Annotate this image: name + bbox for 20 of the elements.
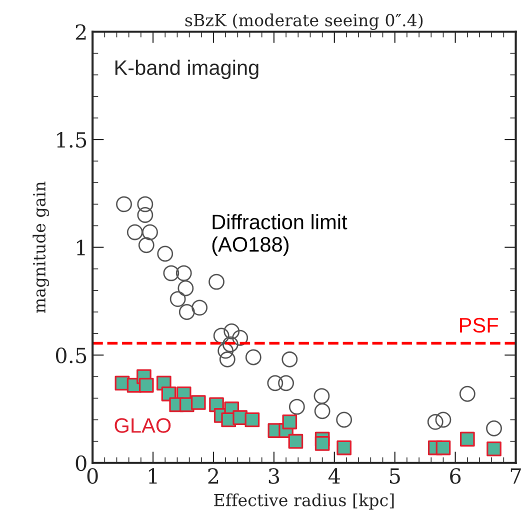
annotation: K-band imaging bbox=[115, 60, 258, 80]
y-tick-label: 1.5 bbox=[57, 132, 86, 148]
x-tick-label: 7 bbox=[510, 468, 521, 484]
chart-title: sBzK (moderate seeing 0″.4) bbox=[185, 14, 423, 30]
y-axis-title: magnitude gain bbox=[32, 182, 50, 313]
series-label: Diffraction limit (AO188) bbox=[212, 214, 348, 256]
y-tick-label: 2 bbox=[76, 24, 86, 40]
ref-line-label: PSF bbox=[460, 318, 498, 333]
y-tick-label: 1 bbox=[77, 240, 85, 256]
x-tick-label: 5 bbox=[390, 468, 400, 484]
x-tick-label: 2 bbox=[208, 468, 218, 484]
x-tick-label: 0 bbox=[87, 468, 98, 484]
series-label: GLAO bbox=[114, 418, 171, 433]
x-axis-title: Effective radius [kpc] bbox=[214, 493, 394, 510]
x-tick-label: 4 bbox=[328, 468, 340, 484]
y-tick-label: 0.5 bbox=[56, 348, 86, 364]
y-tick-label: 0 bbox=[76, 455, 86, 472]
x-tick-label: 3 bbox=[268, 468, 280, 484]
x-tick-label: 1 bbox=[148, 468, 157, 484]
x-tick-label: 6 bbox=[450, 468, 461, 484]
